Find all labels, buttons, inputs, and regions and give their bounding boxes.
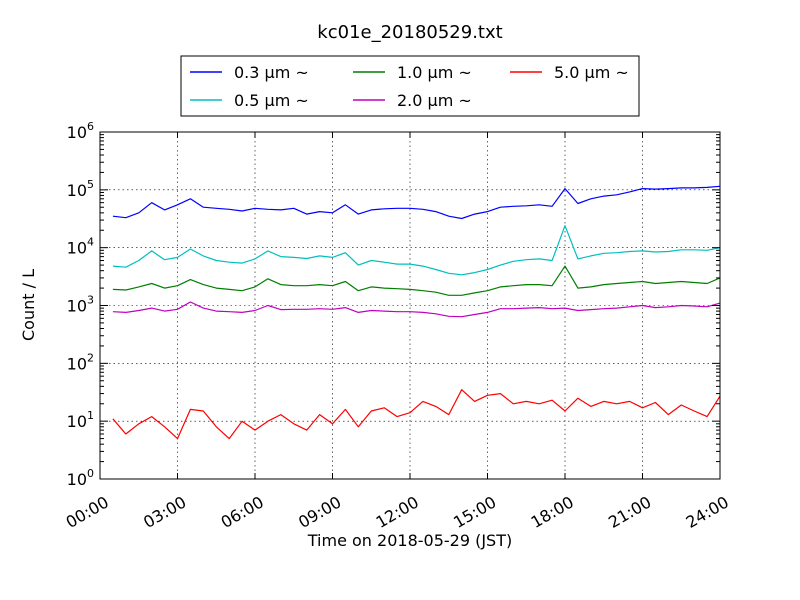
legend: 0.3 μm ~ 0.5 μm ~ 1.0 μm ~ 2.0 μm ~ 5.0 μm ~ [180, 55, 640, 117]
y-tick-label: 100 [67, 467, 94, 489]
legend-label: 0.5 μm ~ [234, 91, 309, 110]
y-tick-label: 103 [67, 294, 94, 316]
series-line [112, 185, 721, 220]
legend-label: 1.0 μm ~ [397, 63, 472, 82]
y-tick-label: 104 [67, 236, 94, 258]
grid-layer [100, 132, 720, 479]
legend-label: 2.0 μm ~ [397, 91, 472, 110]
y-tick-label: 101 [67, 409, 94, 431]
series-line [112, 301, 721, 318]
chart-title: kc01e_20180529.txt [317, 22, 502, 43]
y-axis-label: Count / L [19, 269, 38, 341]
series-layer [112, 185, 721, 440]
legend-box [180, 55, 640, 117]
legend-label: 0.3 μm ~ [234, 63, 309, 82]
legend-label: 5.0 μm ~ [554, 63, 629, 82]
series-line [112, 265, 721, 296]
y-tick-label: 106 [67, 120, 94, 142]
x-axis-label: Time on 2018-05-29 (JST) [307, 531, 512, 550]
series-line [112, 225, 721, 276]
y-tick-label: 102 [67, 351, 94, 373]
series-line [112, 389, 721, 440]
y-tick-label: 105 [67, 178, 94, 200]
